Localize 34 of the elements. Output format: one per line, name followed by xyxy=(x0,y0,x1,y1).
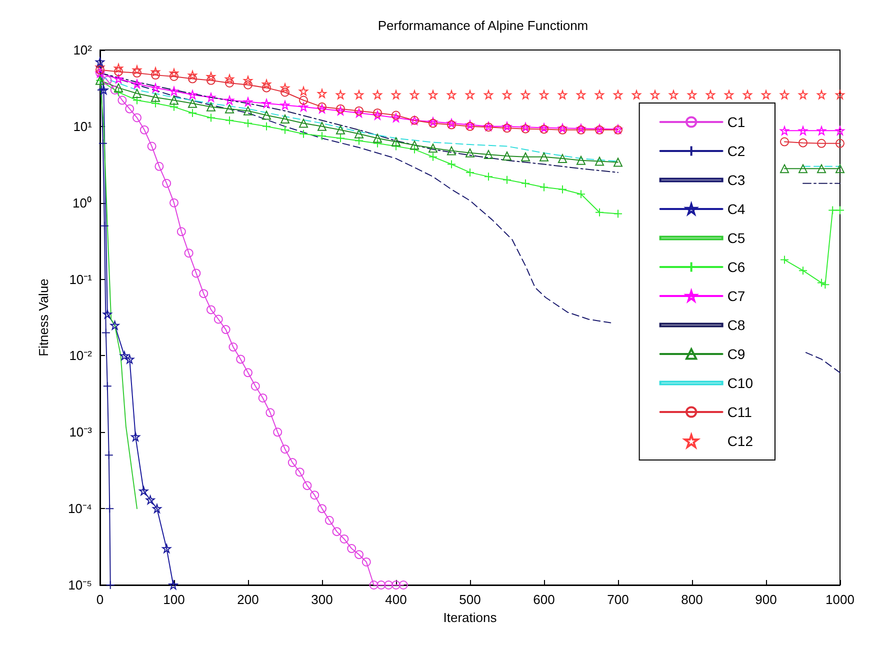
chart-title: Performamance of Alpine Functionm xyxy=(378,18,588,33)
legend-label: C7 xyxy=(727,288,746,304)
legend-label: C9 xyxy=(727,346,746,362)
x-tick-label: 900 xyxy=(755,592,777,607)
y-tick-label: 10⁻³ xyxy=(69,424,93,440)
legend-label: C10 xyxy=(727,375,754,391)
legend-label: C5 xyxy=(727,230,746,246)
y-tick-label: 10⁻¹ xyxy=(69,272,93,287)
x-tick-label: 500 xyxy=(459,592,481,607)
x-tick-label: 100 xyxy=(163,592,185,607)
legend-label: C4 xyxy=(727,201,746,217)
y-tick-label: 10² xyxy=(73,42,93,58)
y-tick-label: 10⁻⁴ xyxy=(68,501,92,516)
x-tick-label: 300 xyxy=(311,592,333,607)
y-tick-label: 10⁻⁵ xyxy=(68,578,92,592)
x-axis-title: Iterations xyxy=(443,610,498,625)
x-tick-label: 1000 xyxy=(826,592,854,607)
x-tick-label: 700 xyxy=(607,592,629,607)
y-tick-label: 10⁰ xyxy=(72,195,92,210)
legend-label: C8 xyxy=(727,317,746,333)
x-tick-label: 800 xyxy=(681,592,703,607)
x-tick-label: 600 xyxy=(533,592,555,607)
legend-label: C3 xyxy=(727,172,746,188)
legend-label: C12 xyxy=(727,433,754,449)
legend-label: C6 xyxy=(727,259,746,275)
y-tick-label: 10¹ xyxy=(73,118,93,134)
y-tick-label: 10⁻² xyxy=(69,348,93,364)
x-tick-label: 0 xyxy=(96,592,104,607)
x-tick-label: 400 xyxy=(385,592,407,607)
y-axis-title: Fitness Value xyxy=(36,278,51,356)
legend-label: C2 xyxy=(727,143,746,159)
x-tick-label: 200 xyxy=(237,592,259,607)
legend-label: C11 xyxy=(727,404,752,420)
legend-label: C1 xyxy=(727,114,746,130)
